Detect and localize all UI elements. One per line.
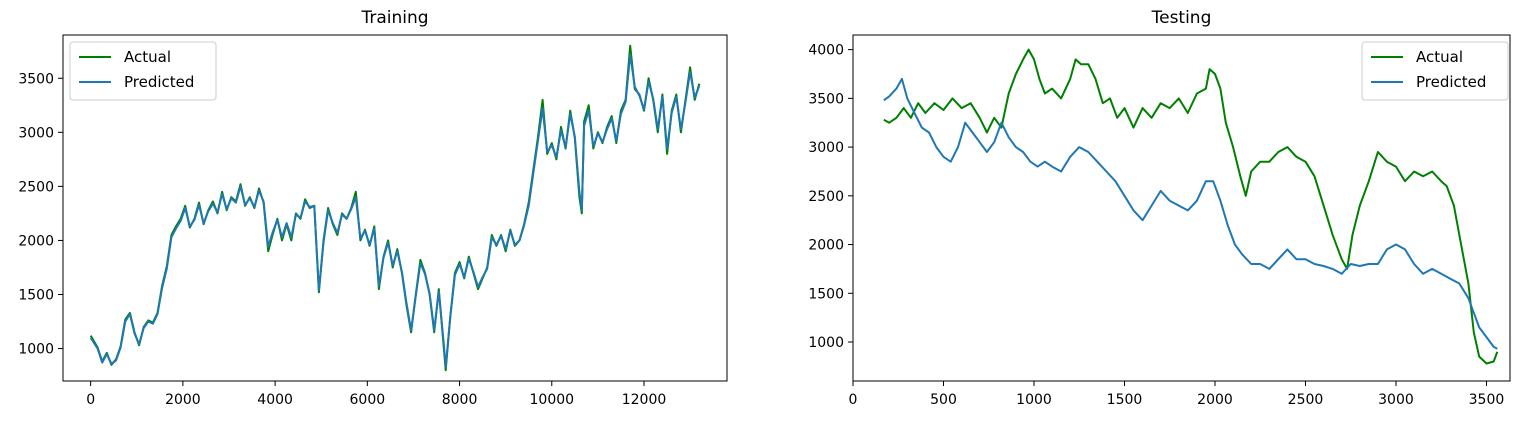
axes-frame (62, 34, 728, 382)
x-tick-label: 3000 (1378, 392, 1414, 408)
x-tick-label: 10000 (530, 392, 575, 408)
y-tick-label: 1500 (18, 288, 54, 304)
chart-title: Testing (1151, 8, 1212, 28)
y-tick-label: 2500 (18, 179, 54, 195)
series-line-predicted (883, 77, 1498, 350)
legend-label-predicted: Predicted (1416, 73, 1486, 91)
x-tick-label: 4000 (257, 392, 293, 408)
y-tick-label: 3500 (808, 91, 844, 107)
y-tick-label: 1500 (808, 286, 844, 302)
legend-label-predicted: Predicted (124, 73, 194, 91)
testing-chart: 0 500 1000 1500 2000 2500 3000 3500 1000 1500 2000… (808, 8, 1511, 408)
x-tick-label: 0 (849, 392, 858, 408)
x-tick-label: 1000 (1016, 392, 1052, 408)
x-tick-label: 2500 (1288, 392, 1324, 408)
chart-title: Training (360, 8, 428, 28)
y-tick-label: 2500 (808, 189, 844, 205)
series-line-predicted (89, 53, 701, 368)
y-tick-label: 1000 (18, 342, 54, 358)
y-tick-label: 4000 (808, 43, 844, 59)
axes-frame (852, 34, 1511, 382)
legend-label-actual: Actual (1416, 48, 1463, 66)
legend-label-actual: Actual (124, 48, 171, 66)
y-tick-label: 2000 (808, 238, 844, 254)
x-tick-label: 0 (86, 392, 95, 408)
y-tick-label: 2000 (18, 233, 54, 249)
y-tick-label: 3000 (18, 125, 54, 141)
x-tick-label: 1500 (1107, 392, 1143, 408)
x-tick-label: 8000 (442, 392, 478, 408)
x-tick-label: 2000 (1197, 392, 1233, 408)
y-tick-label: 1000 (808, 335, 844, 351)
series-line-actual (883, 48, 1499, 365)
x-tick-label: 500 (930, 392, 957, 408)
y-tick-label: 3000 (808, 140, 844, 156)
x-tick-label: 2000 (165, 392, 201, 408)
training-chart: 0 2000 4000 6000 8000 10000 12000 1000 1500 2000 2… (18, 8, 728, 408)
y-tick-label: 3500 (18, 71, 54, 87)
x-tick-label: 3500 (1469, 392, 1505, 408)
x-tick-label: 6000 (350, 392, 386, 408)
x-tick-label: 12000 (622, 392, 667, 408)
